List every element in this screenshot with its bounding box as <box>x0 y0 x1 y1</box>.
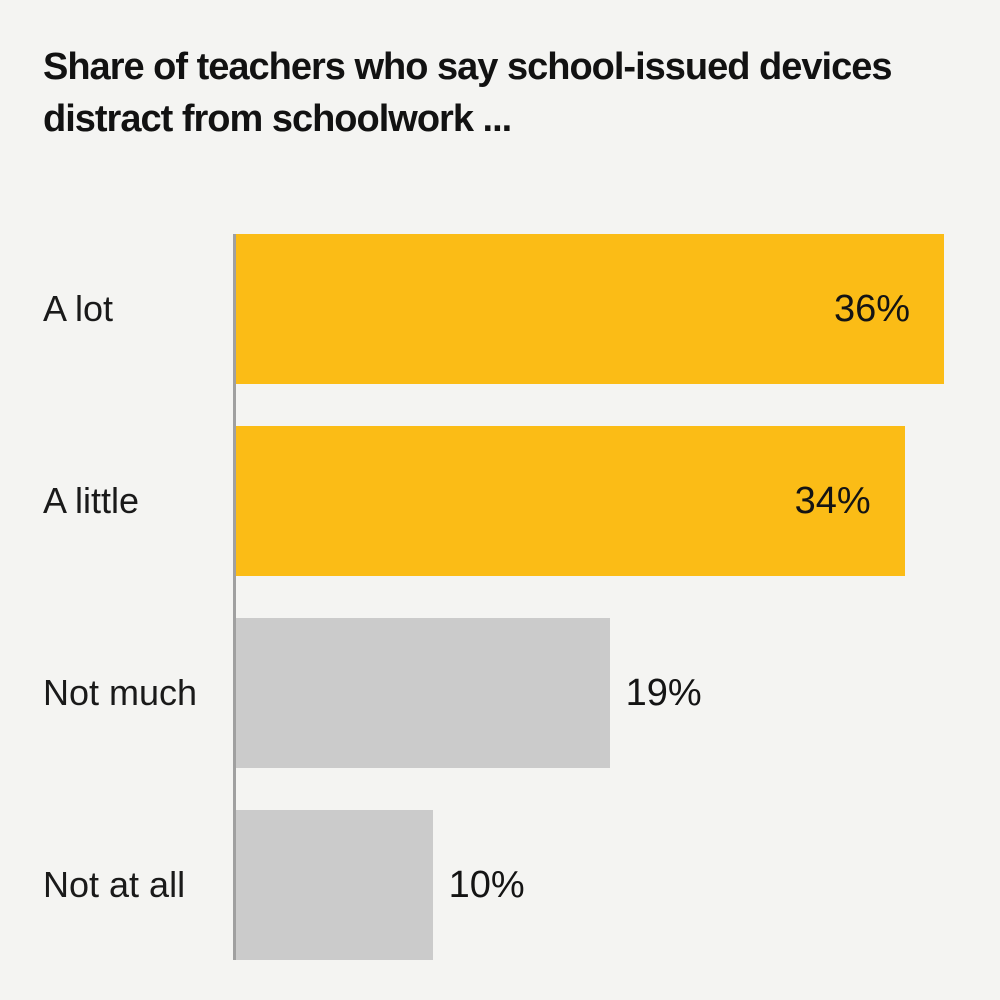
bar-chart: A lot 36% A little 34% Not much 19% Not … <box>0 234 1000 960</box>
bar-row: A lot 36% <box>0 234 1000 384</box>
category-label: Not much <box>43 672 198 713</box>
value-label: 19% <box>625 671 702 714</box>
category-label: Not at all <box>43 864 186 905</box>
value-label: 10% <box>448 863 525 906</box>
bar: 36% <box>236 234 944 384</box>
bar-area: 10% <box>236 810 525 960</box>
bar <box>236 810 433 960</box>
bar-area: 36% <box>236 234 944 384</box>
value-label: 36% <box>833 287 910 330</box>
bar-area: 19% <box>236 618 702 768</box>
value-label: 34% <box>794 479 871 522</box>
bar-row: Not at all 10% <box>0 810 1000 960</box>
chart-title-line-1: Share of teachers who say school-issued … <box>43 46 892 88</box>
category-label: A little <box>43 480 140 521</box>
category-label: A lot <box>43 288 114 329</box>
bar-row: Not much 19% <box>0 618 1000 768</box>
chart-title-line-2: distract from schoolwork ... <box>43 98 512 140</box>
chart-title: Share of teachers who say school-issued … <box>43 41 892 145</box>
bar-area: 34% <box>236 426 905 576</box>
bar: 34% <box>236 426 905 576</box>
y-axis-line <box>233 234 236 960</box>
bar <box>236 618 610 768</box>
bar-row: A little 34% <box>0 426 1000 576</box>
